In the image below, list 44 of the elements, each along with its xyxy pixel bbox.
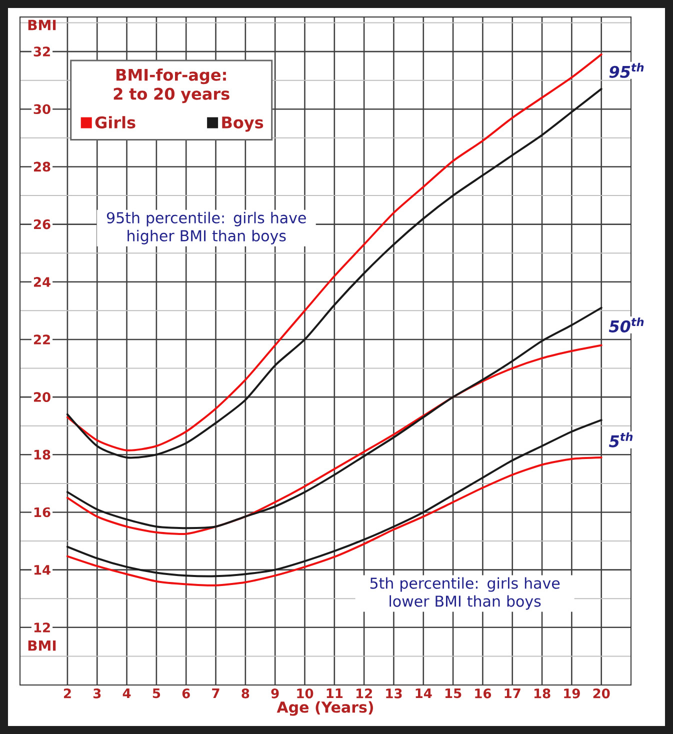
annotation: 95th percentile: girls have higher BMI than boys xyxy=(106,212,306,244)
y-tick-label: 30 xyxy=(34,104,50,114)
x-tick-label: 15 xyxy=(445,688,462,698)
x-tick-label: 19 xyxy=(564,688,580,698)
x-tick-label: 10 xyxy=(297,688,314,698)
y-axis-title: BMI xyxy=(28,20,56,30)
x-tick-label: 11 xyxy=(326,688,343,698)
x-tick-label: 12 xyxy=(356,688,372,698)
y-tick-label: 12 xyxy=(34,622,50,632)
x-tick-label: 6 xyxy=(182,688,190,698)
y-tick-label: 28 xyxy=(34,162,50,172)
x-tick-label: 14 xyxy=(416,688,432,698)
line-series xyxy=(66,419,602,578)
annotation: 5$^{th}$ xyxy=(608,432,633,448)
x-tick-label: 13 xyxy=(386,688,402,698)
y-tick-label: 14 xyxy=(34,565,50,575)
x-tick-label: 20 xyxy=(593,688,610,698)
x-tick-label: 2 xyxy=(64,688,71,698)
line-series xyxy=(66,306,602,530)
legend-label: Boys xyxy=(222,116,264,132)
x-tick-label: 8 xyxy=(242,688,250,698)
line-series xyxy=(66,344,602,535)
y-tick-label: 22 xyxy=(34,334,50,344)
x-tick-label: 17 xyxy=(504,688,520,698)
x-tick-label: 4 xyxy=(122,688,131,698)
annotation: 5th percentile: girls have lower BMI than boys xyxy=(370,577,560,610)
annotation: BMI xyxy=(28,640,56,651)
x-tick-label: 5 xyxy=(152,688,160,698)
annotation: 50$^{th}$ xyxy=(608,317,644,332)
y-tick-label: 20 xyxy=(34,392,50,402)
y-tick-label: 18 xyxy=(34,450,50,460)
x-tick-label: 18 xyxy=(534,688,550,698)
y-tick-label: 32 xyxy=(34,46,50,56)
y-tick-label: 26 xyxy=(34,219,50,230)
legend-label: Girls xyxy=(95,116,136,128)
annotation: 95$^{th}$ xyxy=(609,62,644,78)
y-tick-label: 16 xyxy=(34,507,50,518)
x-tick-label: 9 xyxy=(271,688,279,698)
x-axis-title: Age (Years) xyxy=(276,701,373,716)
x-tick-label: 16 xyxy=(475,688,492,698)
x-tick-label: 3 xyxy=(93,688,101,698)
y-tick-label: 24 xyxy=(34,277,50,287)
x-tick-label: 7 xyxy=(212,688,220,698)
legend-title: BMI-for-age: 2 to 20 years xyxy=(114,68,230,104)
